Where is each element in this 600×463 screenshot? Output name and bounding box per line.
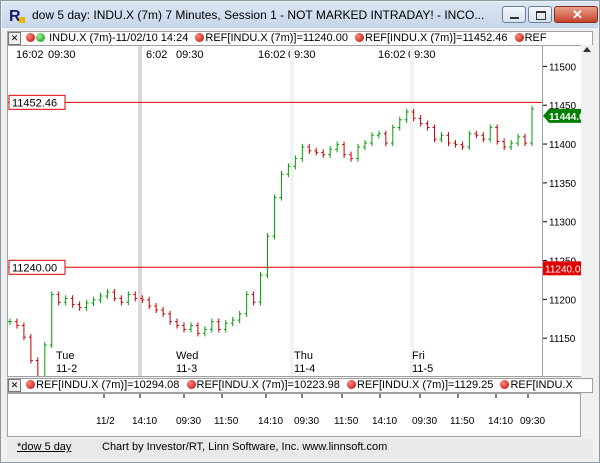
red-dot-icon — [186, 380, 196, 389]
x-tick-label: 11/2 — [96, 416, 115, 427]
session-label: 09:30 — [176, 49, 204, 61]
x-tick-label: 11:50 — [214, 416, 239, 427]
session-separator — [138, 46, 142, 376]
y-tick-label: 11200 — [549, 295, 577, 306]
session-separator — [290, 46, 294, 376]
x-axis: 11/2 14:10 09:30 11:50 14:10 09:30 11:50 14:10 0… — [7, 393, 581, 437]
y-tick-label: 11400 — [549, 140, 577, 151]
x-tick-label: 09:30 — [294, 416, 319, 427]
red-dot-icon — [195, 33, 205, 42]
bottom-legend-bar: ✕ REF[INDU.X (7m)]=10294.08 REF[INDU.X (… — [7, 378, 593, 393]
close-pane-icon[interactable]: ✕ — [8, 32, 21, 45]
legend-item-ref-2[interactable]: REF[INDU.X (7m)]=10223.98 — [186, 379, 340, 391]
window-title: dow 5 day: INDU.X (7m) 7 Minutes, Sessio… — [32, 8, 485, 22]
red-dot-icon — [500, 380, 510, 389]
x-tick-label: 14:10 — [132, 416, 157, 427]
session-label: 09:30 — [408, 49, 436, 61]
session-label: 16:02 — [16, 49, 44, 61]
x-axis-svg: 11/2 14:10 09:30 11:50 14:10 09:30 11:50 14:10 0… — [96, 394, 545, 427]
y-tick-label: 11450 — [549, 101, 577, 112]
close-button[interactable]: ✕ — [554, 6, 598, 23]
day-label: Wed — [176, 350, 198, 362]
vertical-scrollbar[interactable] — [581, 45, 593, 377]
x-tick-label: 11:50 — [334, 416, 359, 427]
session-label: 09:30 — [288, 49, 316, 61]
legend-item-price[interactable]: INDU.X (7m)-11/02/10 14:24 — [26, 32, 188, 44]
date-label: 11-4 — [294, 363, 315, 375]
y-tick-label: 11150 — [549, 334, 576, 345]
x-tick-label: 14:10 — [258, 416, 283, 427]
legend-item-ref-3[interactable]: REF[INDU.X (7m)]=1129.25 — [346, 379, 493, 391]
day-label: Fri — [412, 350, 425, 362]
day-label: Thu — [294, 350, 313, 362]
session-separator — [410, 46, 414, 376]
maximize-button[interactable] — [528, 6, 552, 23]
red-dot-icon — [26, 33, 36, 42]
investor-rt-logo-icon: R — [9, 8, 25, 24]
close-pane-icon[interactable]: ✕ — [8, 379, 21, 392]
minimize-button[interactable] — [502, 6, 526, 23]
svg-text:R: R — [9, 8, 21, 24]
y-tick-label: 11500 — [549, 62, 577, 73]
reference-label: 11452.46 — [12, 97, 57, 109]
date-label: 11-3 — [176, 363, 197, 375]
scroll-up-arrow-icon[interactable] — [583, 47, 591, 52]
chart-credit: Chart by Investor/RT, Linn Software, Inc… — [102, 441, 388, 453]
x-tick-label: 14:10 — [372, 416, 397, 427]
maximize-icon — [536, 11, 546, 20]
chart-tabs-bar: *dow 5 day Chart by Investor/RT, Linn So… — [7, 439, 593, 459]
session-label: 09:30 — [48, 49, 76, 61]
y-axis: 1115011200112501130011350114001145011500… — [543, 45, 591, 377]
y-tick-label: 11300 — [549, 218, 577, 229]
title-bar[interactable]: R dow 5 day: INDU.X (7m) 7 Minutes, Sess… — [2, 2, 598, 28]
red-dot-icon — [346, 380, 356, 389]
red-dot-icon — [26, 380, 36, 389]
session-label: 16:02 — [378, 49, 406, 61]
price-chart-svg: 16:02 09:30 6:02 09:30 16:02 09:30 16:02 09:30 … — [8, 46, 542, 376]
x-tick-label: 09:30 — [176, 416, 201, 427]
x-tick-label: 11:50 — [450, 416, 475, 427]
last-price-label-box — [543, 108, 581, 123]
green-dot-icon — [36, 33, 46, 42]
ref-axis-label: 11240.00 — [545, 264, 581, 275]
reference-label-box — [8, 259, 66, 275]
top-legend-bar: ✕ INDU.X (7m)-11/02/10 14:24 REF[INDU.X … — [7, 31, 593, 46]
minimize-icon — [510, 17, 519, 19]
x-tick-label: 14:10 — [488, 416, 513, 427]
y-axis-svg: 1115011200112501130011350114001145011500… — [543, 62, 591, 345]
legend-item-ref-high[interactable]: REF[INDU.X (7m)]=11452.46 — [355, 32, 508, 44]
date-label: 11-2 — [56, 363, 77, 375]
y-tick-label: 11350 — [549, 179, 577, 190]
x-tick-label: 09:30 — [412, 416, 437, 427]
red-dot-icon — [355, 33, 364, 42]
last-price-label: 11444.00 — [549, 112, 581, 123]
x-tick-label: 09:30 — [520, 416, 545, 427]
legend-item-ref-low[interactable]: REF[INDU.X (7m)]=11240.00 — [195, 32, 348, 44]
session-label: 16:02 — [258, 49, 286, 61]
ref-axis-label-box — [543, 261, 581, 276]
day-label: Tue — [56, 350, 75, 362]
legend-item-ref-4[interactable]: REF[INDU.X — [500, 379, 573, 391]
date-label: 11-5 — [412, 363, 433, 375]
reference-label: 11240.00 — [12, 262, 57, 274]
session-label: 6:02 — [146, 49, 167, 61]
red-dot-icon — [514, 33, 524, 42]
reference-label-box — [8, 94, 66, 110]
legend-item-ref-1[interactable]: REF[INDU.X (7m)]=10294.08 — [26, 379, 179, 391]
price-plot[interactable]: 16:02 09:30 6:02 09:30 16:02 09:30 16:02 09:30 … — [7, 45, 543, 377]
close-icon: ✕ — [572, 7, 583, 22]
tab-dow-5-day[interactable]: *dow 5 day — [17, 441, 72, 453]
legend-item-ref-more[interactable]: REF — [514, 32, 547, 44]
